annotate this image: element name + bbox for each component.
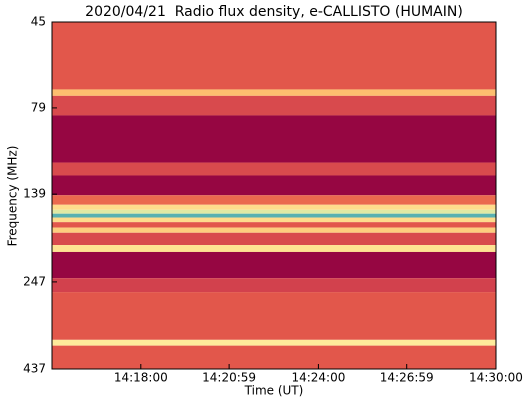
spectrogram-band — [52, 162, 496, 176]
y-tick-label: 437 — [23, 362, 46, 376]
spectrogram-band — [52, 245, 496, 252]
spectrogram-band — [52, 22, 496, 90]
y-tick-label: 139 — [23, 187, 46, 201]
plot-frame — [51, 21, 497, 370]
x-tick-label: 14:18:00 — [114, 371, 168, 385]
spectrogram-band — [52, 209, 496, 214]
x-tick-label: 14:30:00 — [469, 371, 523, 385]
spectrogram-band — [52, 217, 496, 223]
spectrogram-band — [52, 89, 496, 96]
spectrogram-band — [52, 115, 496, 163]
spectrogram-band — [52, 175, 496, 196]
chart-title: 2020/04/21 Radio flux density, e-CALLIST… — [85, 4, 463, 20]
spectrogram-band — [52, 204, 496, 210]
spectrogram-band — [52, 213, 496, 218]
spectrogram-band — [52, 339, 496, 346]
spectrogram-band — [52, 222, 496, 228]
spectrogram-band — [52, 251, 496, 279]
spectrogram-band — [52, 278, 496, 293]
x-axis-label: Time (UT) — [244, 384, 304, 398]
y-tick-label: 79 — [31, 100, 46, 114]
x-tick-label: 14:20:59 — [202, 371, 256, 385]
x-tick-label: 14:24:00 — [291, 371, 345, 385]
spectrogram-band — [52, 345, 496, 369]
spectrogram-band — [52, 195, 496, 205]
spectrogram-band — [52, 232, 496, 246]
spectrogram-band — [52, 95, 496, 116]
spectrogram-band — [52, 292, 496, 340]
y-tick-label: 45 — [31, 15, 46, 29]
spectrogram-band — [52, 227, 496, 233]
y-axis-label: Frequency (MHz) — [6, 146, 20, 247]
y-tick-label: 247 — [23, 274, 46, 288]
x-tick-label: 14:26:59 — [380, 371, 434, 385]
